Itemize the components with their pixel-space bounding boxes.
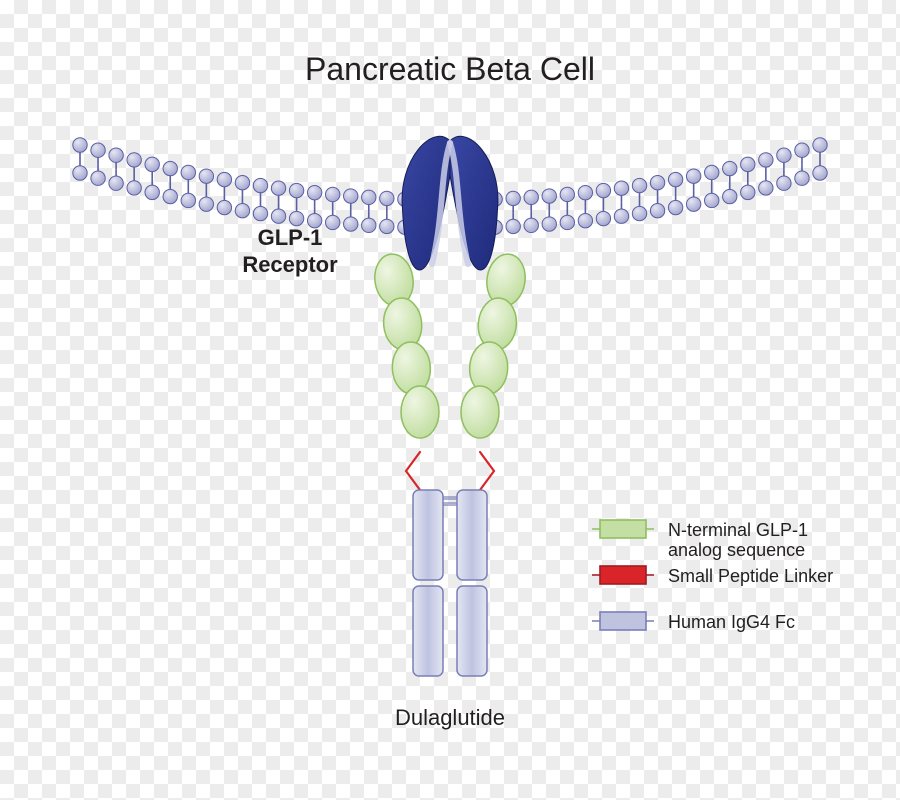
glp1-analog-chains [372, 252, 529, 438]
legend-text-fc: Human IgG4 Fc [668, 612, 795, 632]
legend-item-glp1: N-terminal GLP-1analog sequence [592, 520, 808, 560]
legend-item-linker: Small Peptide Linker [592, 566, 833, 586]
receptor-label-1: GLP-1 [258, 225, 323, 250]
drug-label: Dulaglutide [395, 705, 505, 730]
receptor-label-2: Receptor [242, 252, 338, 277]
title: Pancreatic Beta Cell [305, 51, 595, 87]
peptide-linkers [406, 452, 494, 490]
legend-text2-glp1: analog sequence [668, 540, 805, 560]
glp1-receptor [402, 136, 498, 270]
legend-item-fc: Human IgG4 Fc [592, 612, 795, 632]
legend-swatch-glp1 [600, 520, 646, 538]
legend-swatch-fc [600, 612, 646, 630]
legend-text-linker: Small Peptide Linker [668, 566, 833, 586]
legend: N-terminal GLP-1analog sequence Small Pep… [592, 520, 833, 632]
igg4-fc [413, 490, 487, 676]
legend-swatch-linker [600, 566, 646, 584]
diagram-svg: Pancreatic Beta Cell GLP-1Receptor Dulaglu… [0, 0, 900, 800]
diagram-stage: Pancreatic Beta Cell GLP-1Receptor Dulaglu… [0, 0, 900, 800]
legend-text-glp1: N-terminal GLP-1 [668, 520, 808, 540]
